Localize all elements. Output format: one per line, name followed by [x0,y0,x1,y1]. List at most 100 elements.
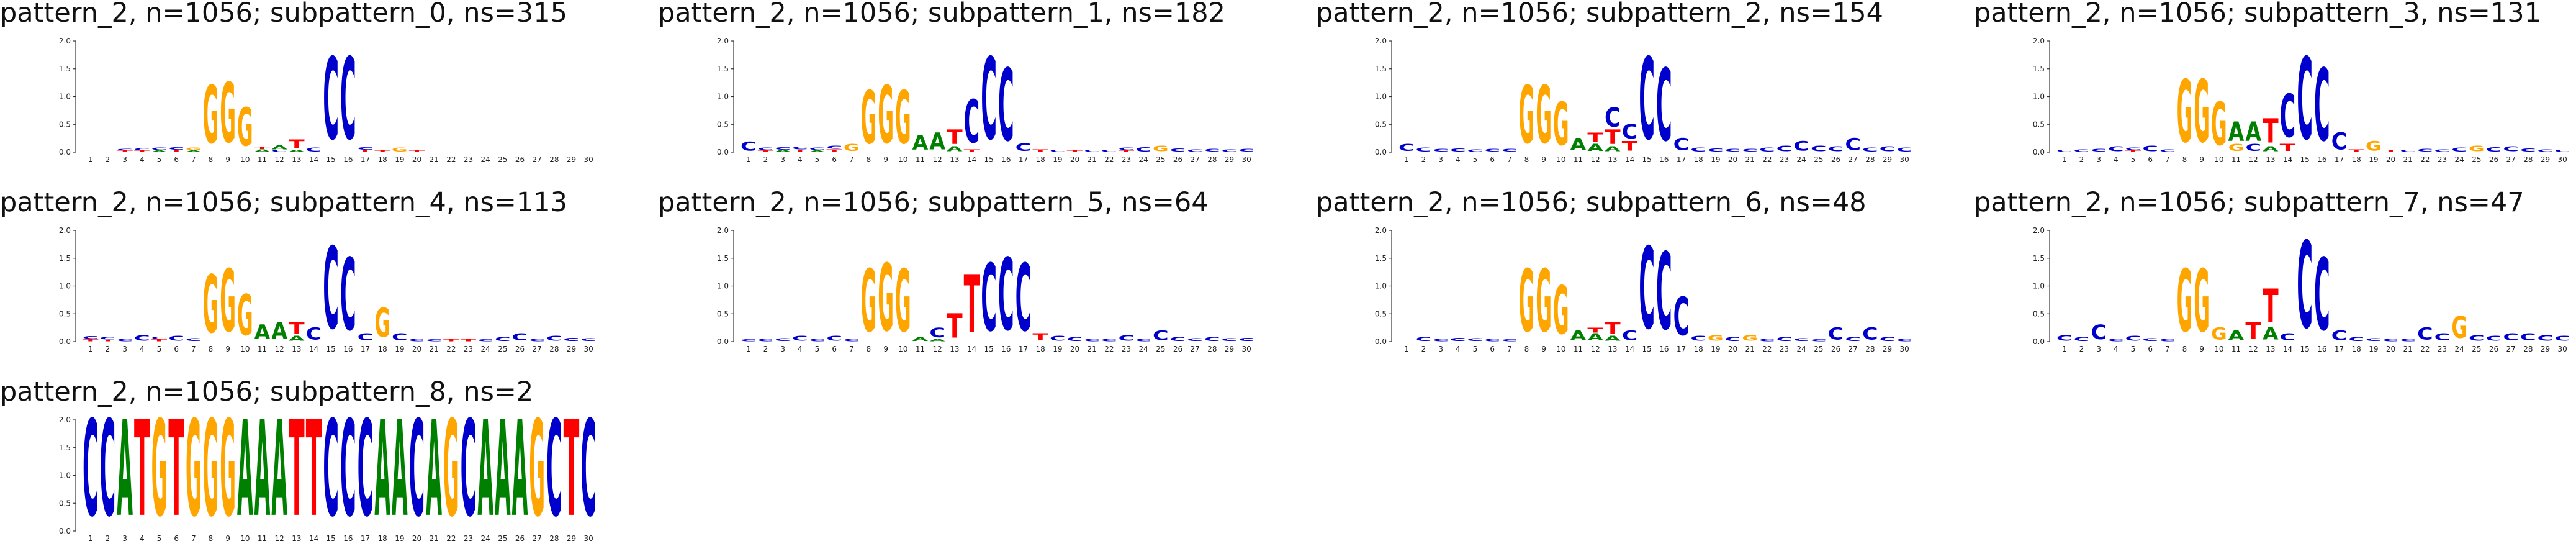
logo-letter-C: C [981,245,997,352]
logo-letter-C: C [1187,148,1203,152]
logo-letter-G: G [2177,62,2193,162]
x-tick-label: 3 [1438,155,1443,164]
logo-letter-C: C [1777,336,1793,342]
x-tick-label: 2 [106,155,110,164]
logo-letter-T: T [2348,149,2365,153]
logo-letter-A: A [512,393,528,546]
logo-letter-C: C [1222,337,1238,342]
logo-letter-T: T [134,392,150,546]
x-tick-label: 5 [815,345,820,353]
logo-letter-G: G [1536,252,1552,352]
logo-letter-C: C [2056,334,2073,343]
x-tick-label: 16 [1001,155,1011,164]
x-tick-label: 2 [2079,345,2084,353]
logo-letter-G: G [2194,62,2210,162]
logo-letter-C: C [1502,148,1518,152]
x-tick-label: 24 [481,155,490,164]
x-tick-label: 1 [746,345,751,353]
x-tick-label: 22 [1762,155,1772,164]
logo-letter-A: A [2245,116,2261,147]
x-tick-label: 27 [533,345,542,353]
logo-letter-G: G [220,252,236,352]
x-tick-label: 21 [2403,155,2413,164]
x-tick-label: 9 [2199,345,2204,353]
logo-letter-T: T [374,150,391,153]
x-tick-label: 4 [140,345,145,353]
logo-letter-C: C [2159,338,2176,342]
x-tick-label: 30 [1900,155,1909,164]
x-tick-label: 28 [2523,345,2533,353]
x-tick-label: 8 [209,345,214,353]
logo-letter-C: C [826,335,842,342]
logo-letter-A: A [495,393,511,546]
x-tick-label: 21 [430,155,439,164]
x-tick-label: 6 [1490,155,1495,164]
x-tick-label: 26 [1831,155,1840,164]
logo-letter-C: C [1467,148,1484,152]
y-tick-label: 0.5 [59,309,71,318]
x-tick-label: 4 [2114,345,2119,353]
x-tick-label: 20 [412,155,421,164]
logo-letter-C: C [186,337,202,342]
logo-letter-C: C [358,393,374,546]
x-tick-label: 10 [898,155,907,164]
x-tick-label: 10 [1556,155,1565,164]
logo-letter-C: C [2486,146,2502,153]
logo-letter-C: C [2091,321,2107,344]
logo-letter-C: C [2520,332,2536,343]
logo-letter-C: C [1450,147,1466,153]
logo-letter-G: G [2469,144,2485,153]
x-tick-label: 6 [832,155,837,164]
x-tick-label: 23 [2438,345,2447,353]
logo-letter-T: T [947,307,963,345]
logo-letter-C: C [1450,337,1466,342]
logo-letter-A: A [374,393,390,546]
logo-letter-T: T [2263,279,2279,333]
logo-letter-C: C [1845,336,1861,342]
y-tick-label: 2.0 [59,416,71,424]
logo-letter-T: T [2263,112,2279,150]
logo-letter-A: A [912,132,929,155]
x-tick-label: 18 [1694,155,1703,164]
logo-letter-A: A [289,335,305,343]
x-tick-label: 18 [1694,345,1703,353]
logo-letter-T: T [964,149,981,153]
x-tick-label: 6 [174,155,179,164]
y-tick-label: 0.0 [59,527,71,535]
x-tick-label: 28 [1865,345,1875,353]
logo-letter-C: C [1708,147,1724,153]
x-tick-label: 13 [950,345,959,353]
logo-letter-T: T [100,340,117,342]
logo-letter-C: C [2383,338,2399,342]
x-tick-label: 15 [984,345,994,353]
logo-letter-C: C [1777,144,1793,153]
logo-letter-G: G [529,393,545,547]
x-tick-label: 20 [1728,155,1737,164]
logo-letter-C: C [2142,337,2158,342]
x-tick-label: 30 [584,345,593,353]
x-tick-label: 25 [1814,155,1823,164]
x-tick-label: 14 [967,345,976,353]
x-tick-label: 10 [2214,345,2223,353]
logo-panel: pattern_2, n=1056; subpattern_6, ns=48 0.… [1316,189,1912,370]
x-tick-label: 19 [2369,155,2378,164]
x-tick-label: 15 [2300,155,2310,164]
logo-letter-G: G [1519,252,1535,352]
logo-letter-C: C [2469,334,2485,343]
logo-letter-A: A [477,393,493,546]
x-tick-label: 23 [1122,345,1131,353]
logo-letter-C: C [409,338,425,342]
x-tick-label: 4 [1456,345,1461,353]
x-tick-label: 14 [1625,345,1634,353]
logo-letter-C: C [358,147,374,150]
logo-letter-T: T [289,138,305,152]
logo-letter-T: T [83,339,99,342]
y-tick-label: 0.0 [717,148,729,157]
x-tick-label: 16 [1001,345,1011,353]
logo-letter-G: G [1536,69,1552,161]
logo-letter-C: C [580,337,597,342]
logo-letter-C: C [168,147,184,150]
y-tick-label: 1.5 [1375,65,1387,73]
logo-letter-C: C [1067,336,1083,342]
x-tick-label: 25 [1156,345,1165,353]
